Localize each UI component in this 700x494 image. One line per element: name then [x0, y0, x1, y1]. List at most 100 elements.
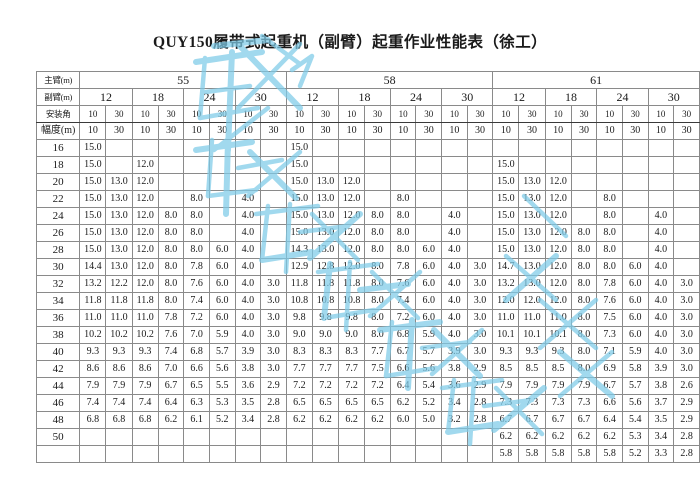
capacity-cell: 7.3 — [518, 394, 546, 412]
capacity-cell: 7.2 — [311, 377, 340, 395]
capacity-cell: 5.9 — [621, 343, 649, 361]
capacity-cell — [183, 139, 210, 157]
capacity-cell: 4.0 — [647, 292, 675, 310]
capacity-cell — [208, 190, 236, 208]
capacity-cell: 13.0 — [311, 224, 340, 242]
capacity-cell: 7.5 — [364, 360, 391, 378]
capacity-cell — [338, 139, 366, 157]
capacity-cell: 12.8 — [311, 258, 340, 276]
capacity-cell: 5.8 — [596, 445, 623, 463]
jib-length-61-12: 12 — [492, 88, 546, 106]
capacity-cell: 15.0 — [492, 190, 520, 208]
capacity-cell: 6.0 — [621, 275, 649, 293]
capacity-cell: 13.0 — [311, 190, 340, 208]
capacity-cell: 15.0 — [492, 173, 520, 191]
angle-58-18-30: 30 — [364, 105, 391, 123]
radius-label-36: 36 — [35, 309, 81, 327]
capacity-cell — [466, 139, 494, 157]
capacity-cell: 3.0 — [260, 326, 287, 344]
angle-55-18-10: 10 — [131, 105, 159, 123]
capacity-cell: 6.1 — [183, 411, 210, 429]
capacity-cell: 6.8 — [131, 411, 159, 429]
angle-sub-58-18-30: 30 — [364, 122, 391, 140]
capacity-cell: 4.0 — [647, 207, 675, 225]
capacity-cell — [208, 224, 236, 242]
capacity-cell — [79, 445, 107, 463]
capacity-cell: 15.0 — [492, 207, 520, 225]
table-row: 42 8.6 8.6 8.6 7.0 6.6 5.6 3.8 3.0 7.7 7.7 7.7 7.5 6.… — [35, 360, 700, 378]
capacity-cell: 3.0 — [466, 258, 494, 276]
capacity-cell: 3.0 — [466, 292, 494, 310]
capacity-cell: 3.0 — [260, 292, 287, 310]
capacity-cell: 7.9 — [492, 377, 520, 395]
boom-length-55: 55 — [79, 71, 287, 89]
capacity-cell: 5.8 — [570, 445, 598, 463]
capacity-cell: 12.0 — [131, 207, 159, 225]
angle-55-12-30: 30 — [105, 105, 133, 123]
capacity-cell: 5.8 — [492, 445, 520, 463]
capacity-cell: 8.0 — [389, 241, 417, 259]
capacity-cell — [389, 428, 417, 446]
capacity-cell — [208, 207, 236, 225]
capacity-cell: 3.0 — [466, 275, 494, 293]
capacity-cell: 7.7 — [285, 360, 313, 378]
capacity-cell: 3.8 — [234, 360, 262, 378]
capacity-cell: 6.0 — [415, 241, 443, 259]
capacity-cell: 11.8 — [131, 292, 159, 310]
capacity-cell: 6.6 — [389, 360, 417, 378]
capacity-cell: 3.0 — [260, 343, 287, 361]
capacity-cell: 7.6 — [157, 326, 185, 344]
capacity-cell: 8.5 — [518, 360, 546, 378]
capacity-cell: 3.0 — [466, 326, 494, 344]
capacity-cell: 13.0 — [105, 173, 133, 191]
capacity-cell: 8.0 — [157, 224, 185, 242]
capacity-cell: 7.2 — [389, 309, 417, 327]
capacity-cell: 8.3 — [285, 343, 313, 361]
capacity-cell: 12.0 — [131, 190, 159, 208]
capacity-cell: 6.2 — [596, 428, 623, 446]
capacity-cell: 7.2 — [364, 377, 391, 395]
capacity-cell: 13.2 — [79, 275, 107, 293]
radius-label-24: 24 — [35, 207, 81, 225]
capacity-cell: 9.0 — [311, 326, 340, 344]
capacity-cell: 3.0 — [260, 309, 287, 327]
capacity-cell: 5.5 — [208, 377, 236, 395]
boom-length-58: 58 — [285, 71, 494, 89]
capacity-cell: 9.0 — [338, 326, 366, 344]
capacity-cell — [208, 445, 236, 463]
capacity-cell: 4.0 — [441, 326, 468, 344]
table-row: 22 15.0 13.0 12.0 8.0 4.0 15.0 13.0 12.0 8.0 15.0 1… — [35, 190, 700, 208]
angle-sub-55-18-10: 10 — [131, 122, 159, 140]
capacity-cell: 5.7 — [208, 343, 236, 361]
capacity-cell: 8.0 — [364, 241, 391, 259]
capacity-cell: 4.0 — [234, 224, 262, 242]
capacity-cell — [260, 156, 287, 174]
capacity-cell: 7.2 — [183, 309, 210, 327]
capacity-cell — [673, 156, 700, 174]
capacity-cell — [234, 139, 262, 157]
capacity-cell: 8.6 — [105, 360, 133, 378]
angle-sub-61-24-10: 10 — [596, 122, 623, 140]
capacity-cell — [570, 139, 598, 157]
capacity-cell — [441, 156, 468, 174]
radius-label-22: 22 — [35, 190, 81, 208]
capacity-cell: 3.7 — [647, 394, 675, 412]
radius-label-26: 26 — [35, 224, 81, 242]
capacity-cell — [673, 190, 700, 208]
capacity-cell: 10.1 — [544, 326, 572, 344]
jib-length-header-label: 副臂(m) — [35, 88, 81, 106]
capacity-cell: 8.0 — [183, 224, 210, 242]
angle-sub-55-24-10: 10 — [183, 122, 210, 140]
capacity-cell: 10.2 — [131, 326, 159, 344]
capacity-cell: 6.7 — [596, 377, 623, 395]
capacity-cell — [415, 173, 443, 191]
capacity-cell: 8.0 — [389, 224, 417, 242]
capacity-cell: 8.0 — [389, 207, 417, 225]
jib-length-55-30: 30 — [234, 88, 287, 106]
capacity-cell: 7.4 — [157, 343, 185, 361]
table-row: 20 15.0 13.0 12.0 15.0 13.0 12.0 15.0 13.0 12.0 — [35, 173, 700, 191]
radius-label-48: 48 — [35, 411, 81, 429]
angle-55-30-10: 10 — [234, 105, 262, 123]
capacity-cell: 11.0 — [492, 309, 520, 327]
capacity-cell: 8.0 — [183, 190, 210, 208]
